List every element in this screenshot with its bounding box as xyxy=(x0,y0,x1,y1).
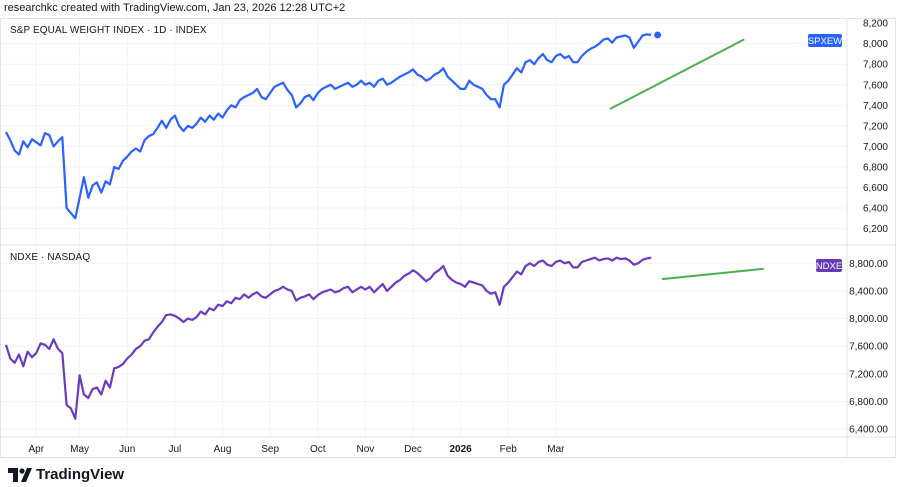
x-tick-label: Feb xyxy=(500,444,518,455)
spx-series-line xyxy=(5,33,652,220)
x-tick-label: Dec xyxy=(404,444,422,455)
tradingview-logo-text: TradingView xyxy=(36,466,125,483)
tradingview-logo-icon xyxy=(8,467,32,482)
y-tick-label: 6,200 xyxy=(863,224,888,235)
x-tick-label: Mar xyxy=(547,444,565,455)
spx-pane-title: S&P EQUAL WEIGHT INDEX · 1D · INDEX xyxy=(10,25,207,36)
x-tick-label: May xyxy=(70,444,89,455)
y-tick-label: 7,400 xyxy=(863,101,888,112)
chart-frame: Apr May Jun Jul Aug Sep Oct Nov Dec 2026 Feb Mar 6,2… xyxy=(0,18,896,458)
y-tick-label: 7,200.00 xyxy=(849,369,888,380)
y-tick-label: 7,200 xyxy=(863,121,888,132)
x-tick-label: Jul xyxy=(168,444,181,455)
y-tick-label: 6,800.00 xyxy=(849,397,888,408)
x-tick-label: Apr xyxy=(29,444,45,455)
x-tick-label: 2026 xyxy=(450,444,473,455)
ndx-pane: 6,400.00 6,800.00 7,200.00 7,600.00 8,000.00… xyxy=(1,247,888,436)
chart-credit: researchkc created with TradingView.com,… xyxy=(4,2,346,14)
x-tick-label: Sep xyxy=(261,444,279,455)
y-tick-label: 8,000 xyxy=(863,39,888,50)
y-tick-label: 8,400.00 xyxy=(849,286,888,297)
ndx-badge xyxy=(816,259,842,272)
chart-border xyxy=(0,18,896,458)
y-tick-label: 7,800 xyxy=(863,60,888,71)
x-tick-label: Oct xyxy=(310,444,326,455)
ndx-badge-label: NDXE xyxy=(816,261,842,272)
ndx-pane-title: NDXE · NASDAQ xyxy=(10,252,91,263)
spx-pane: 6,200 6,400 6,600 6,800 7,000 7,200 7,400 7,600… xyxy=(1,19,888,244)
y-tick-label: 6,400.00 xyxy=(849,425,888,436)
ndx-trendline xyxy=(661,267,764,281)
y-tick-label: 7,000 xyxy=(863,142,888,153)
ndx-series-line xyxy=(4,256,652,420)
spx-last-point xyxy=(654,31,662,39)
chart-canvas[interactable]: Apr May Jun Jul Aug Sep Oct Nov Dec 2026 Feb Mar 6,2… xyxy=(0,18,896,458)
y-tick-label: 6,600 xyxy=(863,183,888,194)
x-tick-label: Nov xyxy=(356,444,374,455)
y-tick-label: 8,000.00 xyxy=(849,314,888,325)
tradingview-logo[interactable]: TradingView xyxy=(8,466,124,483)
y-tick-label: 8,800.00 xyxy=(849,259,888,270)
y-tick-label: 7,600.00 xyxy=(849,342,888,353)
spx-badge-label: SPXEW xyxy=(808,36,842,47)
y-tick-label: 8,200 xyxy=(863,19,888,30)
y-tick-label: 7,600 xyxy=(863,80,888,91)
spx-trendline xyxy=(609,38,745,110)
y-tick-label: 6,400 xyxy=(863,204,888,215)
spx-badge xyxy=(808,34,842,47)
x-tick-label: Jun xyxy=(119,444,135,455)
x-tick-label: Aug xyxy=(214,444,232,455)
y-tick-label: 6,800 xyxy=(863,162,888,173)
